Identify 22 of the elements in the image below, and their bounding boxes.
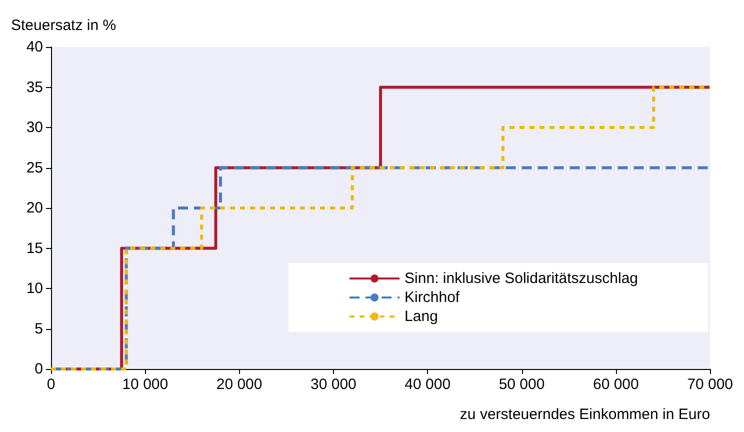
x-tick-label: 60 000 bbox=[592, 376, 639, 393]
y-tick-label: 30 bbox=[26, 119, 43, 136]
x-tick-label: 20 000 bbox=[216, 376, 262, 393]
legend-label: Lang bbox=[404, 308, 438, 325]
x-tick-label: 50 000 bbox=[498, 376, 545, 393]
y-tick-label: 10 bbox=[26, 280, 43, 297]
y-tick-label: 5 bbox=[34, 320, 43, 338]
y-tick-label: 0 bbox=[34, 360, 43, 378]
legend-label: Kirchhof bbox=[404, 289, 460, 306]
y-axis-title: Steuersatz in % bbox=[11, 17, 116, 34]
y-tick-label: 15 bbox=[26, 240, 43, 257]
y-tick-label: 35 bbox=[26, 78, 43, 96]
x-tick-label: 40 000 bbox=[404, 376, 451, 393]
x-tick-label: 10 000 bbox=[122, 376, 168, 393]
x-tick-label: 30 000 bbox=[310, 376, 356, 393]
x-tick-label: 0 bbox=[46, 376, 56, 393]
x-tick-label: 70 000 bbox=[687, 376, 734, 393]
x-axis-title: zu versteuerndes Einkommen in Euro bbox=[460, 406, 710, 423]
y-tick-label: 20 bbox=[26, 200, 43, 216]
legend-label: Sinn: inklusive Solidaritätszuschlag bbox=[404, 270, 638, 287]
y-tick-label: 25 bbox=[26, 159, 43, 176]
y-tick-label: 40 bbox=[26, 38, 43, 56]
